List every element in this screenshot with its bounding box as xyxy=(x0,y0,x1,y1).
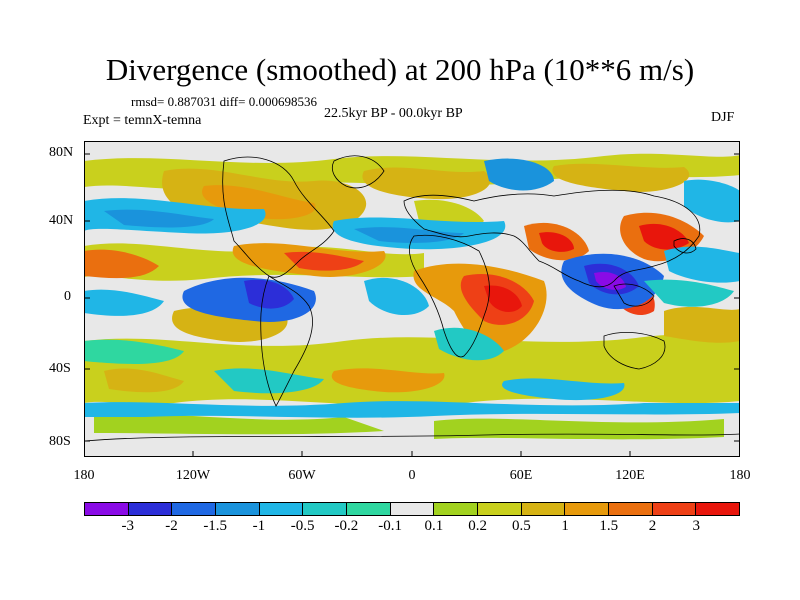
colorbar-segment xyxy=(478,503,522,515)
experiment-label: Expt = temnX-temna xyxy=(83,113,202,128)
colorbar-label: -0.2 xyxy=(334,518,359,534)
colorbar-label: 3 xyxy=(692,518,701,534)
rmsd-diff-stats: rmsd= 0.887031 diff= 0.000698536 xyxy=(131,94,317,109)
colorbar-segment xyxy=(259,503,304,515)
x-tick-label: 60W xyxy=(288,468,316,483)
y-tick-label: 0 xyxy=(64,289,71,304)
colorbar xyxy=(84,502,740,516)
x-tick-label: 180 xyxy=(729,468,751,483)
y-tick-label: 80N xyxy=(49,145,74,160)
colorbar-segment xyxy=(303,503,348,515)
x-tick-label: 120W xyxy=(175,468,211,483)
colorbar-label: -3 xyxy=(121,518,134,534)
colorbar-label: -2 xyxy=(165,518,178,534)
colorbar-label: -1.5 xyxy=(203,518,228,534)
x-tick-label: 60E xyxy=(509,468,533,483)
colorbar-label: 1 xyxy=(561,518,569,534)
divergence-map xyxy=(84,141,740,457)
colorbar-segment xyxy=(609,503,653,515)
colorbar-segment xyxy=(347,503,391,515)
y-tick-label: 80S xyxy=(49,434,71,449)
colorbar-label: 1.5 xyxy=(599,518,619,534)
coastlines xyxy=(84,155,740,442)
plot-title: Divergence (smoothed) at 200 hPa (10**6 … xyxy=(105,52,695,87)
colorbar-label: 0.5 xyxy=(511,518,531,534)
colorbar-segment xyxy=(652,503,697,515)
colorbar-segment xyxy=(172,503,217,515)
x-tick-label: 180 xyxy=(73,468,95,483)
negative-divergence-fields xyxy=(84,158,740,418)
colorbar-segment xyxy=(85,503,129,515)
colorbar-label: 2 xyxy=(648,518,657,534)
x-tick-label: 120E xyxy=(615,468,645,483)
colorbar-label: 0.1 xyxy=(424,518,444,534)
colorbar-segment xyxy=(216,503,260,515)
colorbar-segment xyxy=(521,503,566,515)
map-frame xyxy=(84,141,740,457)
period-label: 22.5kyr BP - 00.0kyr BP xyxy=(324,106,463,121)
y-tick-label: 40S xyxy=(49,361,71,376)
colorbar-segment xyxy=(390,503,435,515)
colorbar-label: -1 xyxy=(252,518,266,534)
colorbar-label: -0.1 xyxy=(378,518,402,534)
colorbar-segment xyxy=(128,503,173,515)
colorbar-label: -0.5 xyxy=(290,518,315,534)
x-tick-label: 0 xyxy=(408,468,416,483)
colorbar-segment xyxy=(565,503,610,515)
colorbar-label: 0.2 xyxy=(468,518,487,534)
y-tick-label: 40N xyxy=(49,213,74,228)
colorbar-segment xyxy=(434,503,479,515)
colorbar-segment xyxy=(696,503,740,515)
season-label: DJF xyxy=(711,110,735,125)
